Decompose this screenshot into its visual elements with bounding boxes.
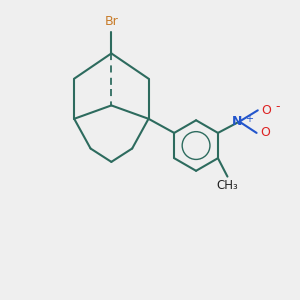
Text: O: O bbox=[261, 104, 271, 117]
Text: Br: Br bbox=[104, 15, 118, 28]
Text: CH₃: CH₃ bbox=[217, 179, 238, 192]
Text: N: N bbox=[232, 115, 242, 128]
Text: O: O bbox=[260, 126, 270, 140]
Text: +: + bbox=[245, 114, 253, 124]
Text: -: - bbox=[275, 100, 280, 113]
